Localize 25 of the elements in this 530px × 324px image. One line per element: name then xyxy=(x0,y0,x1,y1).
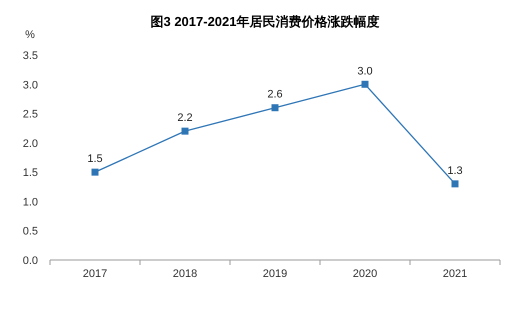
point xyxy=(362,80,368,88)
y-tick-label: 1.0 xyxy=(22,196,38,208)
y-tick-label: 0.0 xyxy=(22,255,38,267)
data-label: 1.5 xyxy=(87,153,103,166)
point xyxy=(452,180,458,188)
data-label: 2.2 xyxy=(177,112,193,124)
y-tick-label: 2.5 xyxy=(22,108,38,121)
y-tick-label: 0.5 xyxy=(22,226,38,238)
point xyxy=(272,104,278,112)
y-axis-title: % xyxy=(25,29,36,41)
y-tick-label: 2.0 xyxy=(22,138,38,150)
data-label: 2.6 xyxy=(267,88,283,101)
x-tick-label: 2018 xyxy=(172,268,198,280)
chart-title: 图3 2017-2021年居民消费价格涨跌幅度 xyxy=(150,14,380,29)
x-tick-label: 2017 xyxy=(82,268,108,280)
x-tick-label: 2019 xyxy=(262,268,288,280)
point xyxy=(182,128,188,135)
y-tick-label: 3.0 xyxy=(22,79,38,92)
x-tick-label: 2021 xyxy=(442,268,468,280)
y-tick-label: 1.5 xyxy=(22,167,38,180)
x-tick-label: 2020 xyxy=(352,268,378,280)
data-label: 3.0 xyxy=(357,65,373,78)
data-label: 1.3 xyxy=(447,164,463,177)
point xyxy=(92,168,98,176)
y-tick-label: 3.5 xyxy=(22,50,38,62)
